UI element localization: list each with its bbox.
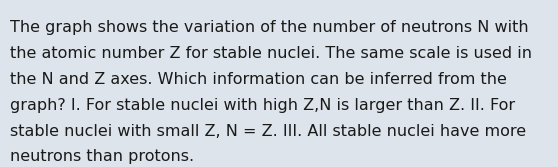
Text: graph? I. For stable nuclei with high Z,N is larger than Z. II. For: graph? I. For stable nuclei with high Z,… — [10, 98, 515, 113]
Text: neutrons than protons.: neutrons than protons. — [10, 149, 194, 164]
Text: stable nuclei with small Z, N = Z. III. All stable nuclei have more: stable nuclei with small Z, N = Z. III. … — [10, 124, 526, 139]
Text: the N and Z axes. Which information can be inferred from the: the N and Z axes. Which information can … — [10, 72, 507, 87]
Text: The graph shows the variation of the number of neutrons N with: The graph shows the variation of the num… — [10, 20, 528, 35]
Text: the atomic number Z for stable nuclei. The same scale is used in: the atomic number Z for stable nuclei. T… — [10, 46, 532, 61]
